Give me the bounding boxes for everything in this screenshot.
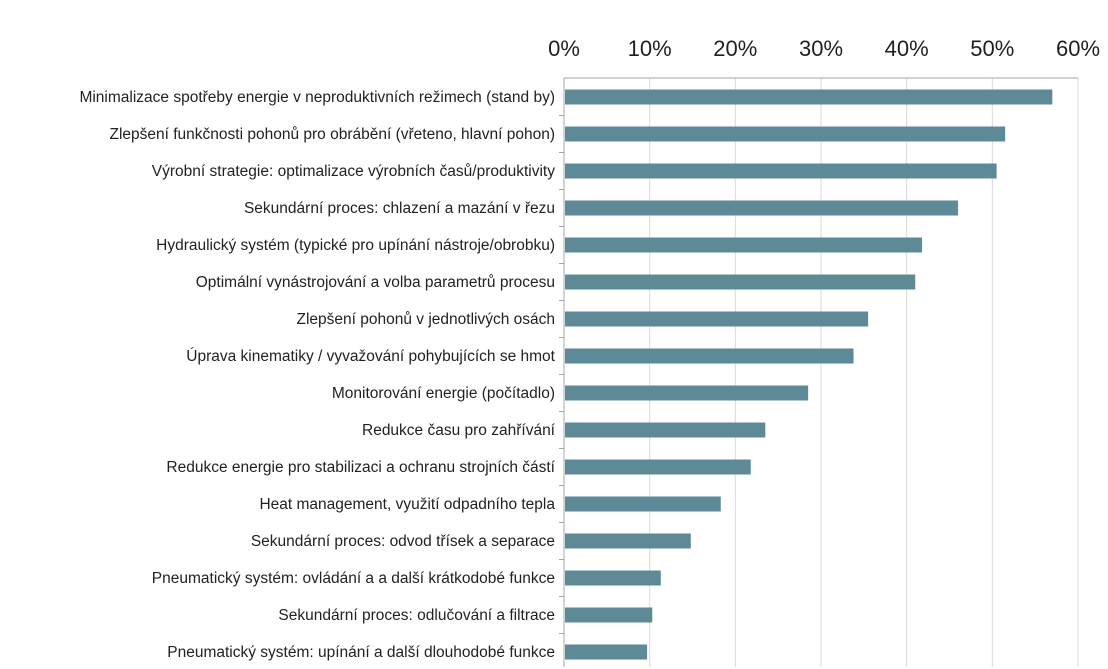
axes — [559, 77, 1078, 667]
bar — [565, 459, 751, 475]
category-label: Pneumatický systém: upínání a další dlou… — [167, 644, 555, 661]
category-label: Hydraulický systém (typické pro upínání … — [156, 237, 555, 254]
bar — [565, 200, 959, 216]
bar — [565, 126, 1006, 142]
category-label: Optimální vynástrojování a volba paramet… — [196, 274, 555, 291]
bar — [565, 385, 809, 401]
bar — [565, 533, 691, 549]
category-label: Monitorování energie (počítadlo) — [332, 385, 555, 402]
bar — [565, 496, 721, 512]
x-tick-label: 10% — [628, 36, 672, 61]
bar — [565, 644, 648, 660]
category-label: Redukce času pro zahřívání — [362, 422, 556, 439]
x-tick-label: 40% — [885, 36, 929, 61]
bar — [565, 274, 916, 290]
bar — [565, 163, 997, 179]
category-label: Minimalizace spotřeby energie v neproduk… — [79, 89, 555, 106]
category-label: Redukce energie pro stabilizaci a ochran… — [166, 459, 555, 476]
bar — [565, 237, 923, 253]
category-label: Sekundární proces: odlučování a filtrace — [278, 607, 555, 624]
bars — [565, 89, 1053, 660]
category-label: Pneumatický systém: ovládání a a další k… — [152, 570, 555, 587]
category-labels: Minimalizace spotřeby energie v neproduk… — [79, 89, 555, 661]
x-tick-label: 60% — [1056, 36, 1100, 61]
bar — [565, 570, 661, 586]
bar — [565, 422, 766, 438]
bar — [565, 89, 1053, 105]
x-tick-label: 50% — [970, 36, 1014, 61]
x-tick-label: 30% — [799, 36, 843, 61]
x-tick-label: 20% — [713, 36, 757, 61]
category-label: Zlepšení funkčnosti pohonů pro obrábění … — [110, 126, 556, 143]
category-label: Sekundární proces: odvod třísek a separa… — [251, 533, 555, 550]
x-tick-labels: 0% 10% 20% 30% 40% 50% 60% — [548, 36, 1100, 61]
category-label: Sekundární proces: chlazení a mazání v ř… — [244, 200, 555, 217]
category-label: Výrobní strategie: optimalizace výrobníc… — [152, 163, 555, 180]
category-label: Úprava kinematiky / vyvažování pohybujíc… — [186, 348, 555, 365]
x-tick-label: 0% — [548, 36, 580, 61]
bar — [565, 607, 653, 623]
bar — [565, 348, 854, 364]
category-label: Heat management, využití odpadního tepla — [259, 496, 555, 513]
bar — [565, 311, 869, 327]
category-label: Zlepšení pohonů v jednotlivých osách — [297, 311, 556, 328]
